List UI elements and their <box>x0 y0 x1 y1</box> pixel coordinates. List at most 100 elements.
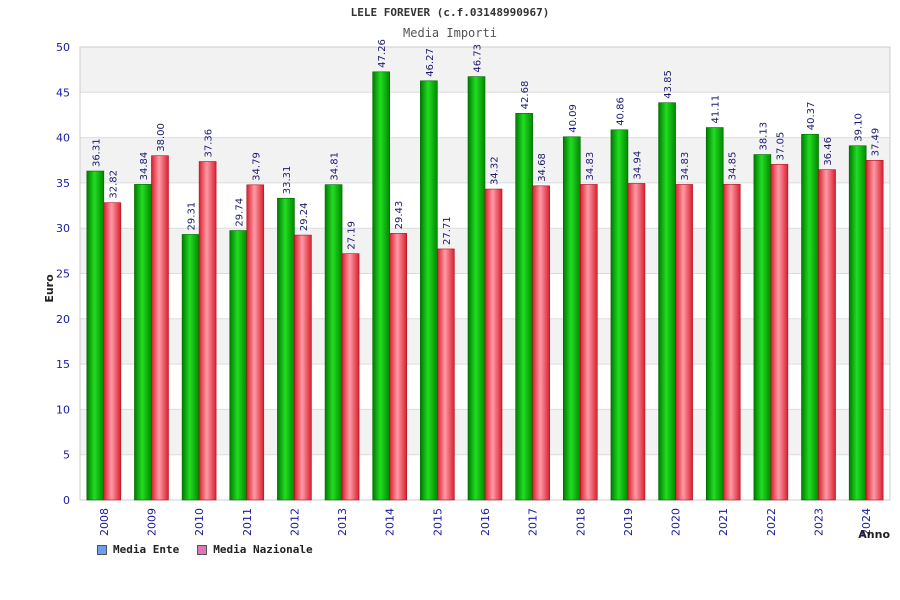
bar-media-nazionale <box>865 160 884 501</box>
data-label: 43.85 <box>663 70 674 99</box>
x-tick-label: 2008 <box>98 508 111 536</box>
y-tick-label: 50 <box>56 41 70 54</box>
x-tick-label: 2015 <box>431 508 444 536</box>
bar-media-nazionale <box>294 234 312 501</box>
data-label: 41.11 <box>711 95 722 124</box>
y-tick-label: 45 <box>56 86 70 99</box>
data-label: 42.68 <box>520 81 531 110</box>
bar-media-ente <box>848 145 867 501</box>
x-tick-label: 2012 <box>288 508 301 536</box>
bar-media-ente <box>277 197 295 501</box>
data-label: 40.86 <box>615 97 626 126</box>
bar-media-ente <box>372 71 391 501</box>
bar-media-ente <box>705 127 724 501</box>
data-label: 34.83 <box>680 152 691 181</box>
x-tick-label: 2018 <box>574 508 587 536</box>
bar-media-nazionale <box>389 233 408 501</box>
data-label: 34.83 <box>585 152 596 181</box>
legend-item-media-nazionale: Media Nazionale <box>197 543 313 556</box>
data-label: 36.46 <box>823 137 834 166</box>
bar-media-ente <box>229 230 248 501</box>
x-tick-label: 2016 <box>479 508 492 536</box>
bar-media-nazionale <box>770 164 789 501</box>
bar-media-ente <box>86 170 105 501</box>
data-label: 34.81 <box>330 152 341 181</box>
y-axis-label: Euro <box>43 274 56 303</box>
data-label: 34.32 <box>490 156 501 185</box>
x-tick-label: 2014 <box>384 508 397 536</box>
data-label: 40.37 <box>806 102 817 131</box>
data-label: 27.19 <box>347 221 358 250</box>
data-label: 29.24 <box>299 202 310 231</box>
x-tick-label: 2010 <box>193 508 206 536</box>
y-tick-label: 15 <box>56 358 70 371</box>
y-tick-label: 30 <box>56 222 70 235</box>
bar-media-nazionale <box>722 183 741 501</box>
chart-title: LELE FOREVER (c.f.03148990967) <box>350 6 550 19</box>
data-label: 34.68 <box>537 153 548 182</box>
bar-media-nazionale <box>341 253 360 501</box>
bar-media-nazionale <box>198 161 217 501</box>
data-label: 37.36 <box>204 129 215 158</box>
legend-label: Media Nazionale <box>213 543 313 556</box>
bar-media-ente <box>515 113 533 501</box>
bar-media-ente <box>753 154 772 501</box>
x-tick-label: 2017 <box>527 508 540 536</box>
bar-media-ente <box>658 102 676 501</box>
data-label: 37.49 <box>871 128 882 157</box>
data-label: 34.94 <box>632 151 643 180</box>
y-tick-label: 35 <box>56 177 70 190</box>
y-tick-label: 10 <box>56 403 70 416</box>
data-label: 29.74 <box>234 198 245 227</box>
legend-item-media-ente: Media Ente <box>97 543 179 556</box>
x-axis-label: Anno <box>858 528 890 541</box>
bar-media-ente <box>134 184 152 501</box>
y-tick-label: 20 <box>56 313 70 326</box>
data-label: 34.79 <box>251 152 262 181</box>
x-tick-label: 2013 <box>336 508 349 536</box>
bar-media-nazionale <box>818 169 836 501</box>
x-tick-label: 2011 <box>241 508 254 536</box>
legend-label: Media Ente <box>113 543 180 556</box>
data-label: 38.00 <box>156 123 167 152</box>
x-tick-label: 2022 <box>765 508 778 536</box>
bar-media-nazionale <box>437 248 455 501</box>
data-label: 33.31 <box>282 166 293 195</box>
x-tick-label: 2021 <box>717 508 730 536</box>
bar-media-nazionale <box>484 188 503 501</box>
bar-media-ente <box>467 76 486 501</box>
data-label: 27.71 <box>442 216 453 245</box>
y-tick-label: 0 <box>63 494 70 507</box>
x-tick-label: 2019 <box>622 508 635 536</box>
bar-media-ente <box>801 133 819 501</box>
data-label: 29.43 <box>394 201 405 230</box>
data-label: 46.27 <box>425 48 436 77</box>
data-label: 34.84 <box>139 152 150 181</box>
bar-media-nazionale <box>627 183 646 501</box>
data-label: 34.85 <box>728 152 739 181</box>
data-label: 29.31 <box>187 202 198 231</box>
bar-media-nazionale <box>675 184 693 501</box>
legend-swatch <box>97 544 107 555</box>
x-tick-label: 2024 <box>860 508 873 536</box>
data-label: 46.73 <box>473 44 484 73</box>
legend: Media Ente Media Nazionale <box>97 543 313 556</box>
legend-swatch <box>197 544 208 555</box>
bar-media-ente <box>181 234 200 501</box>
bar-media-ente <box>324 184 343 501</box>
bar-media-nazionale <box>579 184 598 501</box>
data-label: 32.82 <box>108 170 119 199</box>
x-tick-label: 2020 <box>670 508 683 536</box>
y-tick-label: 40 <box>56 132 70 145</box>
data-label: 40.09 <box>568 104 579 133</box>
chart-subtitle: Media Importi <box>403 26 497 40</box>
bar-media-nazionale <box>151 155 169 501</box>
data-label: 47.26 <box>377 39 388 68</box>
data-label: 39.10 <box>854 113 865 142</box>
data-label: 37.05 <box>775 132 786 161</box>
bar-media-nazionale <box>532 185 550 501</box>
bar-media-ente <box>610 129 629 501</box>
data-label: 36.31 <box>91 138 102 167</box>
